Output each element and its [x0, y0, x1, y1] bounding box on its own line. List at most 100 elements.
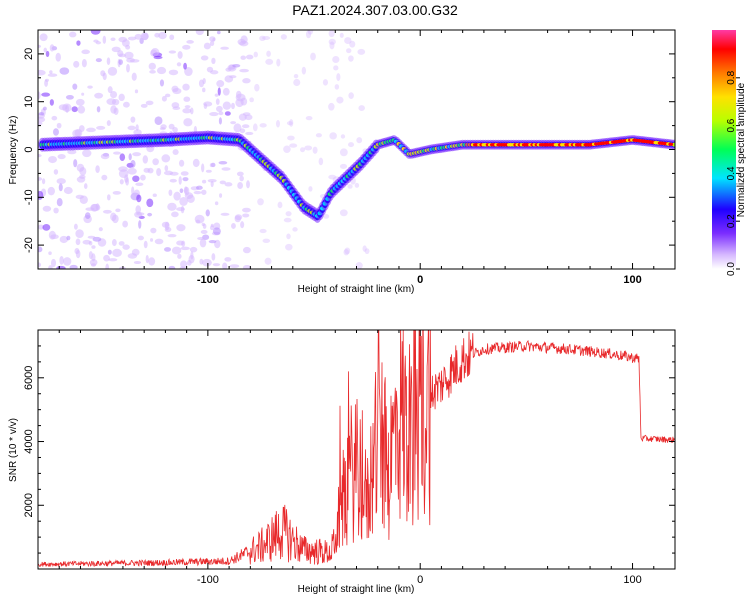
spectrogram-noise-blob: [246, 180, 250, 189]
spectrogram-noise-blob: [130, 160, 136, 168]
spectrogram-noise-blob: [106, 98, 117, 106]
spectrogram-noise-blob: [73, 223, 78, 230]
spectrogram-noise-blob: [212, 263, 221, 267]
spectrogram-noise-blob: [198, 79, 205, 88]
spectrogram-noise-blob: [98, 227, 103, 232]
spectrogram-noise-blob: [56, 122, 62, 129]
spectrogram-noise-blob: [123, 101, 130, 108]
spectrogram-noise-blob: [59, 255, 64, 265]
spectrogram-noise-blob: [275, 119, 280, 128]
spectrogram-noise-blob: [201, 189, 207, 195]
spectrogram-noise-blob: [307, 30, 314, 35]
spectrogram-noise-blob: [318, 157, 324, 166]
spectrogram-noise-blob: [127, 125, 136, 131]
spectrogram-noise-blob: [242, 264, 252, 269]
spectrogram-noise-blob: [209, 111, 219, 117]
spectrogram-noise-blob: [88, 251, 93, 260]
spectrogram-noise-blob: [329, 41, 335, 50]
spectrogram-noise-blob: [145, 100, 154, 106]
spectrogram-noise-blob: [253, 51, 258, 58]
spectrogram-noise-blob: [156, 167, 162, 177]
spectrogram-noise-blob: [91, 245, 96, 249]
spectrogram-noise-blob: [329, 132, 337, 140]
spectrogram-noise-blob: [344, 247, 351, 255]
spectrogram-noise-blob: [152, 193, 157, 197]
spectrogram-noise-blob: [231, 102, 235, 110]
spectrogram-noise-blob: [244, 114, 253, 121]
spectrogram-noise-blob: [79, 174, 86, 179]
spectrogram-noise-blob: [201, 179, 207, 184]
spectrogram-noise-blob: [183, 118, 193, 127]
spectrogram-noise-blob: [133, 129, 142, 136]
spectrogram-noise-blob: [328, 38, 336, 45]
spectrogram-noise-blob: [47, 186, 55, 196]
top-x-tick-label: 100: [623, 274, 641, 286]
spectrogram-noise-blob: [179, 266, 186, 269]
spectrogram-noise-blob: [266, 50, 271, 57]
spectrogram-noise-blob: [264, 257, 272, 265]
spectrogram-noise-blob: [86, 127, 96, 133]
spectrogram-noise-blob: [96, 125, 106, 130]
spectrogram-noise-blob: [233, 123, 242, 133]
spectrogram-noise-blob: [215, 98, 220, 105]
bottom-y-tick-label: 6000: [23, 366, 35, 390]
spectrogram-noise-blob: [113, 151, 121, 155]
spectrogram-noise-blob: [143, 167, 151, 173]
spectrogram-noise-blob: [133, 260, 142, 265]
spectrogram-noise-blob: [122, 244, 130, 250]
spectrogram-noise-blob: [79, 166, 87, 176]
spectrogram-noise-blob: [221, 167, 231, 171]
spectrogram-noise-blob: [293, 73, 299, 79]
spectrogram-noise-blob: [176, 224, 186, 232]
spectrogram-noise-blob: [347, 184, 353, 189]
spectrogram-noise-blob: [134, 33, 143, 40]
spectrogram-noise-blob: [38, 154, 42, 158]
spectrogram-noise-blob: [159, 127, 166, 131]
spectrogram-noise-blob: [336, 73, 341, 82]
spectrogram-noise-blob: [212, 227, 221, 235]
spectrogram-noise-blob: [49, 70, 53, 74]
spectrogram-noise-blob: [81, 58, 87, 68]
spectrogram-noise-blob: [56, 265, 66, 269]
spectrogram-noise-blob: [339, 32, 344, 38]
spectrogram-noise-blob: [205, 169, 212, 173]
spectrogram-noise-blob: [339, 209, 348, 217]
spectrogram-noise-blob: [131, 72, 137, 81]
spectrogram-noise-blob: [150, 227, 157, 234]
spectrogram-noise-blob: [146, 198, 154, 208]
spectrogram-noise-blob: [95, 203, 100, 211]
spectrogram-noise-blob: [63, 186, 73, 195]
spectrogram-noise-blob: [203, 42, 211, 50]
spectrogram-noise-blob: [124, 51, 134, 60]
spectrogram-noise-blob: [172, 149, 179, 155]
colorbar-tick-label: 0.6: [726, 118, 737, 132]
spectrogram-noise-blob: [73, 60, 80, 68]
spectrogram-noise-blob: [259, 228, 267, 234]
spectrogram-noise-blob: [38, 116, 46, 123]
spectrogram-noise-blob: [137, 235, 144, 241]
spectrogram-noise-blob: [239, 175, 244, 182]
spectrogram-noise-blob: [178, 159, 185, 167]
spectrogram-noise-blob: [179, 196, 188, 206]
spectrogram-noise-blob: [241, 124, 250, 129]
spectrogram-noise-blob: [358, 105, 365, 111]
spectrogram-noise-blob: [265, 58, 274, 65]
colorbar-tick-label: 0.4: [726, 166, 737, 180]
colorbar: 0.0 0.2 0.4 0.6 0.8 Normalized spectral ampl…: [712, 30, 747, 276]
spectrogram-noise-blob: [77, 105, 86, 114]
spectrogram-noise-blob: [119, 179, 124, 185]
spectrogram-noise-blob: [189, 246, 198, 253]
spectrogram-noise-blob: [169, 34, 175, 41]
spectrogram-noise-blob: [129, 59, 140, 63]
spectrogram-noise-blob: [192, 158, 200, 168]
spectrogram-noise-blob: [202, 87, 206, 93]
spectrogram-noise-blob: [357, 48, 366, 55]
spectrogram-noise-blob: [176, 240, 185, 246]
spectrogram-noise-blob: [242, 207, 251, 213]
spectrogram-noise-blob: [210, 180, 214, 188]
spectrogram-noise-blob: [286, 233, 291, 240]
spectrogram-noise-blob: [182, 177, 189, 182]
spectrogram-noise-blob: [214, 93, 219, 97]
colorbar-tick-label: 0.8: [726, 70, 737, 84]
spectrogram-noise-blob: [78, 125, 85, 133]
